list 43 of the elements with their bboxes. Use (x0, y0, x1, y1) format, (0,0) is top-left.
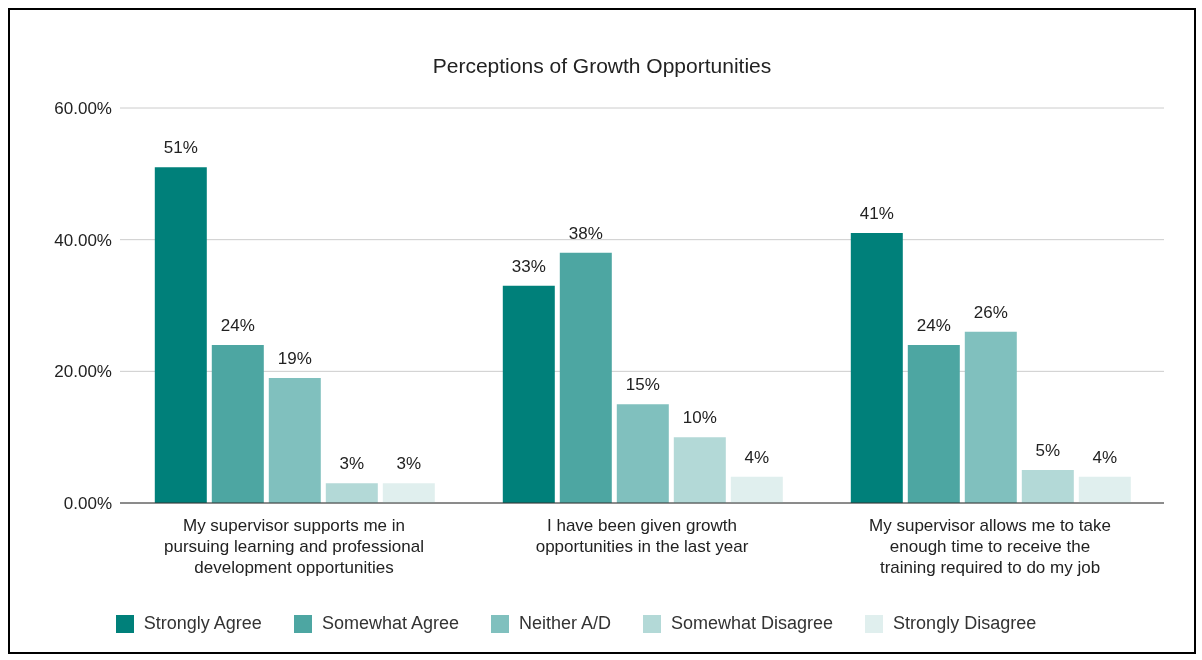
data-label: 5% (1035, 441, 1061, 461)
x-tick-label: I have been given growth opportunities in the last year (535, 516, 749, 556)
y-tick-label: 20.00% (54, 362, 112, 382)
bar (907, 345, 960, 503)
data-label: 4% (744, 447, 770, 467)
data-label: 10% (682, 408, 717, 428)
data-label: 24% (916, 316, 951, 335)
bar (559, 252, 612, 503)
data-label: 26% (973, 302, 1008, 322)
bar (154, 167, 207, 503)
x-tick-label: My supervisor supports me in pursuing learning and professional development opportunities (164, 516, 424, 577)
bar (382, 483, 435, 503)
data-label: 3% (339, 454, 365, 474)
data-label: 33% (511, 256, 546, 276)
y-tick-label: 0.00% (63, 494, 112, 514)
data-label: 38% (568, 223, 603, 243)
data-label: 15% (625, 375, 660, 395)
data-label: 51% (163, 138, 198, 158)
legend-label: Neither A/D (518, 613, 612, 633)
legend-label: Somewhat Disagree (671, 613, 834, 633)
data-label: 4% (1092, 447, 1118, 467)
bar (730, 476, 783, 503)
bar (673, 437, 726, 503)
y-tick-label: 40.00% (54, 230, 112, 250)
data-label: 3% (396, 454, 422, 474)
bar (1021, 470, 1074, 503)
legend-label: Somewhat Agree (321, 613, 459, 633)
x-tick-label: My supervisor allows me to take enough time to receive the training required to do my job (869, 516, 1111, 577)
legend-label: Strongly Agree (143, 613, 262, 633)
bar (268, 377, 321, 503)
data-label: 19% (277, 348, 312, 368)
data-label: 41% (859, 204, 894, 224)
legend-label: Strongly Disagree (893, 613, 1037, 633)
bar (211, 345, 264, 503)
bar (502, 285, 555, 503)
bar (1078, 476, 1131, 503)
y-tick-label: 60.00% (54, 99, 112, 119)
bar (616, 404, 669, 503)
bar (964, 331, 1017, 503)
data-label: 24% (220, 316, 255, 335)
bar (325, 483, 378, 503)
chart-title: Perceptions of Growth Opportunities (431, 54, 773, 79)
bar (850, 233, 903, 503)
